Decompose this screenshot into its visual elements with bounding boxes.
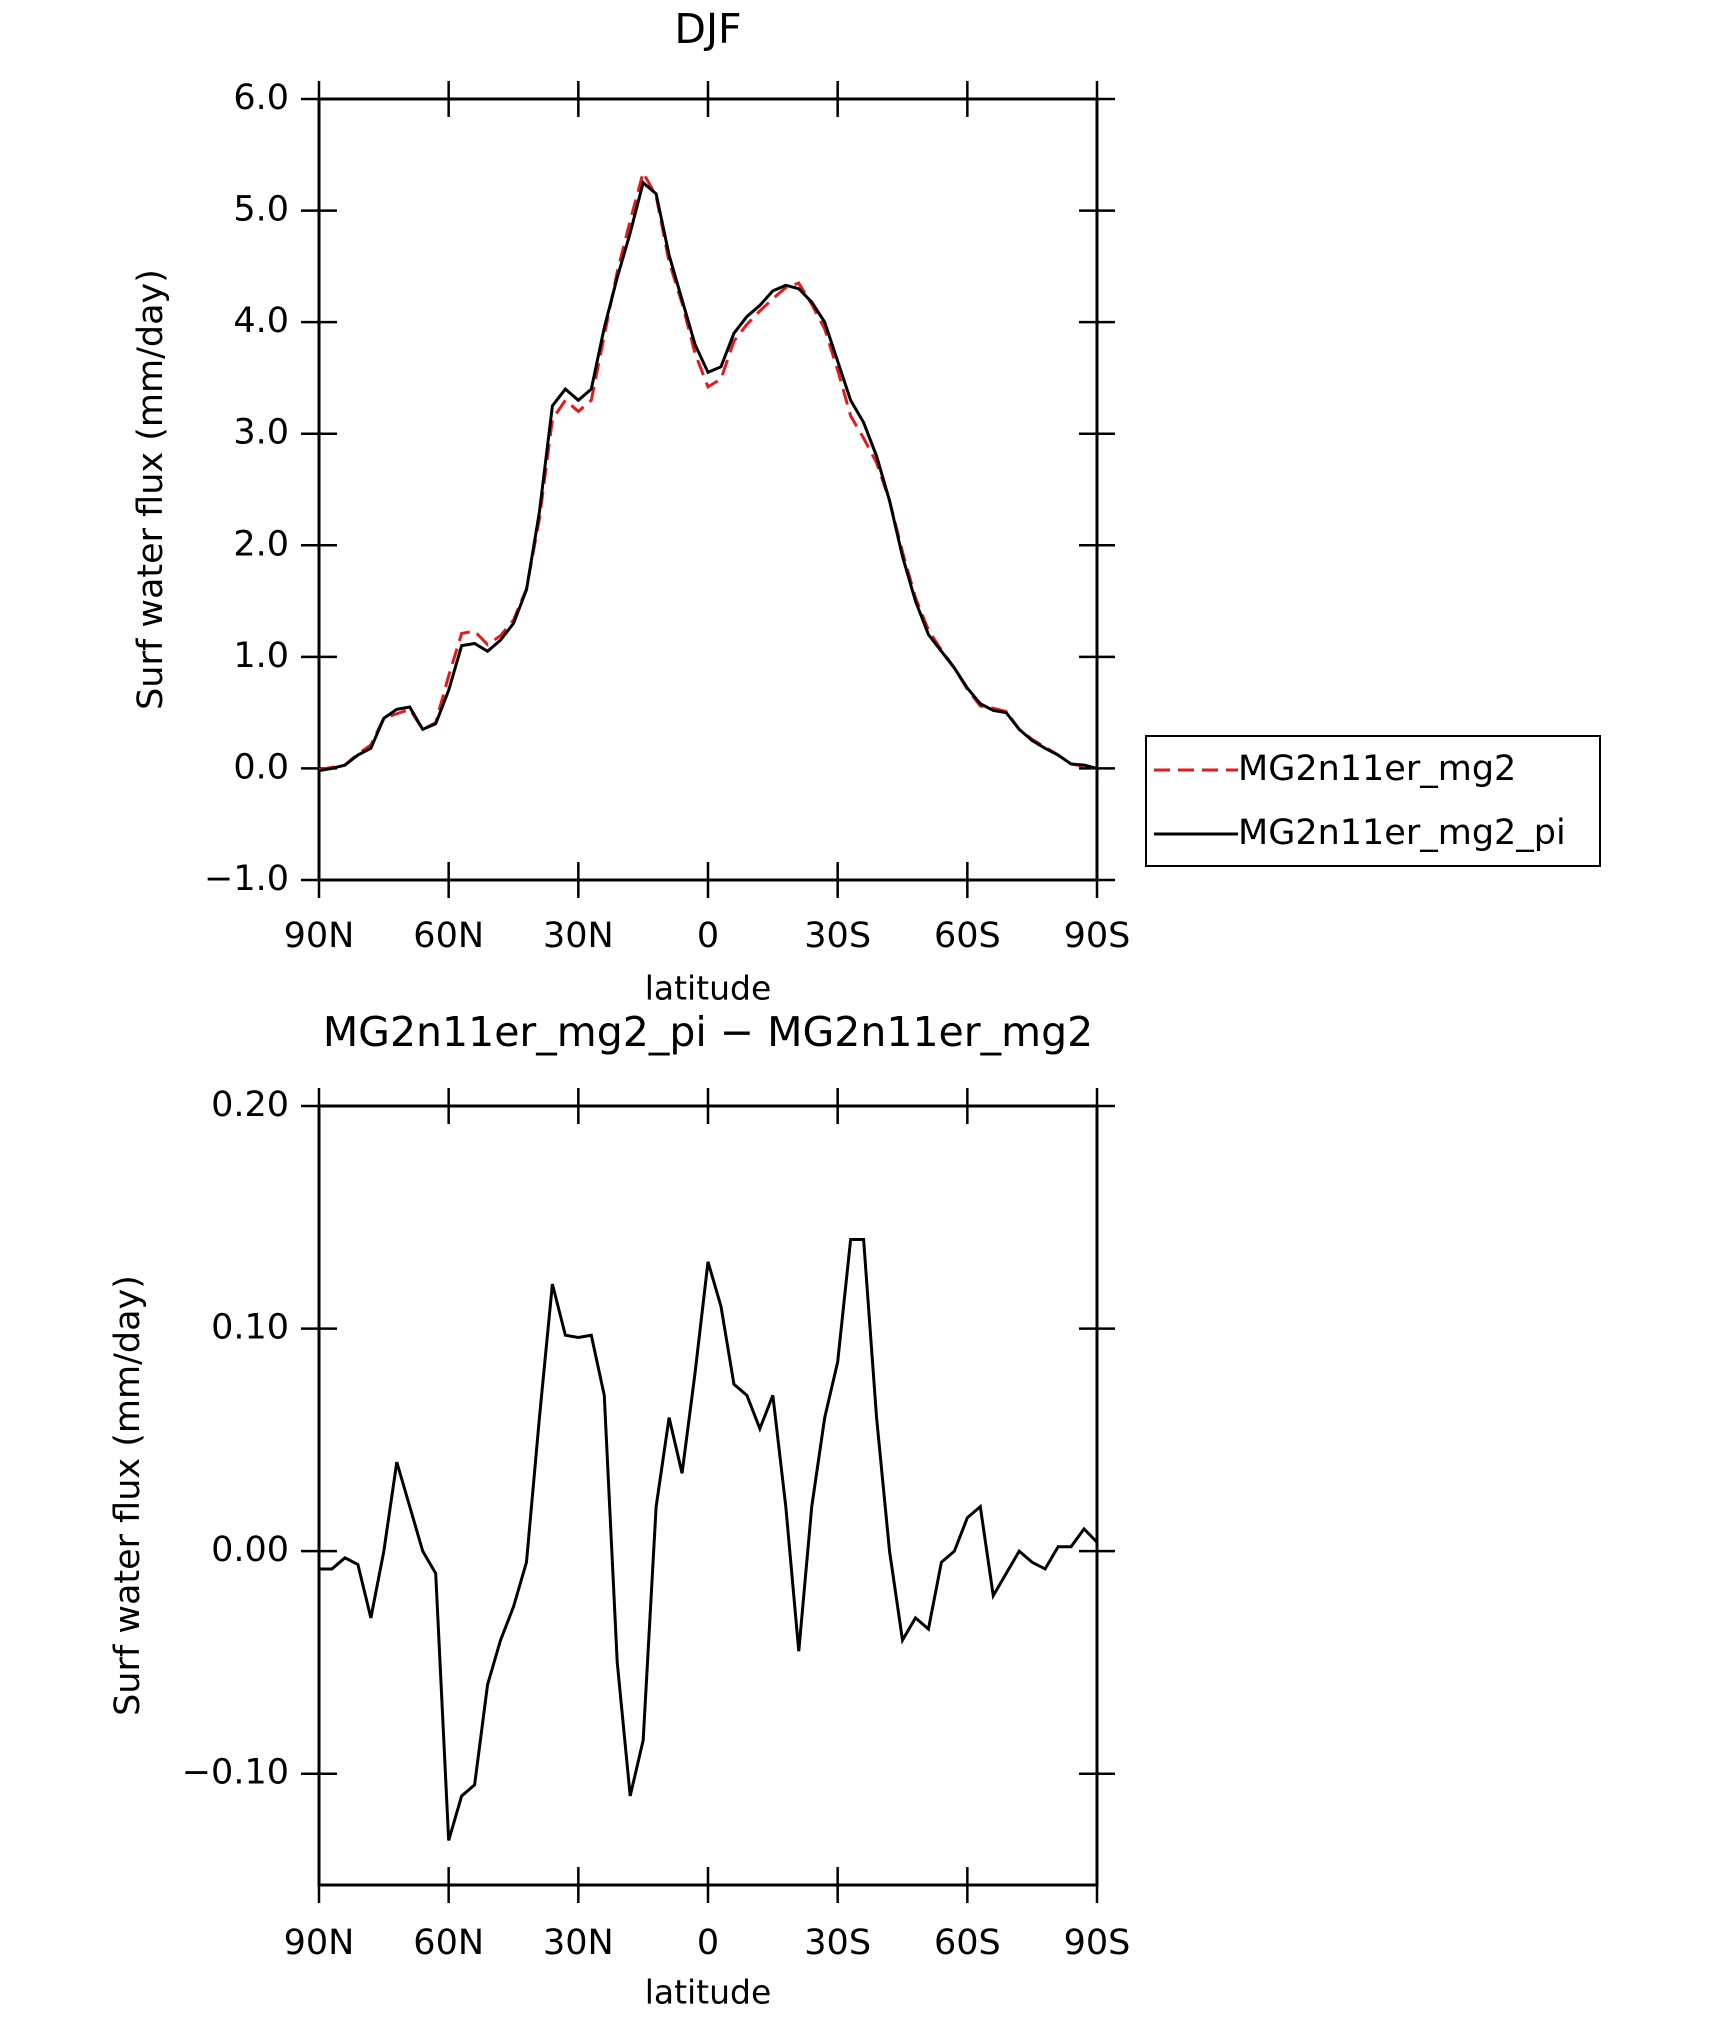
x-tick-label: 90N: [284, 916, 355, 956]
legend-box: [1145, 735, 1601, 867]
chart-title: MG2n11er_mg2_pi − MG2n11er_mg2: [323, 1008, 1093, 1056]
x-tick-label: 0: [697, 916, 719, 956]
x-tick-label: 30N: [543, 1923, 614, 1963]
x-tick-label: 0: [697, 1923, 719, 1963]
y-tick-label: 5.0: [233, 190, 289, 230]
x-axis-label: latitude: [645, 969, 772, 1008]
x-tick-label: 60N: [413, 916, 484, 956]
x-tick-label: 90S: [1064, 916, 1131, 956]
x-tick-label: 60S: [934, 916, 1001, 956]
y-tick-label: 0.10: [211, 1308, 289, 1348]
plot-frame: [317, 1104, 1099, 1887]
legend-label: MG2n11er_mg2_pi: [1238, 813, 1566, 853]
y-tick-label: −1.0: [204, 859, 289, 899]
legend-label: MG2n11er_mg2: [1238, 749, 1516, 789]
y-tick-label: 2.0: [233, 524, 289, 564]
x-tick-label: 60N: [413, 1923, 484, 1963]
y-tick-label: 0.0: [233, 747, 289, 787]
x-tick-label: 90S: [1064, 1923, 1131, 1963]
x-tick-label: 30S: [804, 916, 871, 956]
y-tick-label: 6.0: [233, 78, 289, 118]
x-tick-label: 90N: [284, 1923, 355, 1963]
y-tick-label: 4.0: [233, 301, 289, 341]
y-tick-label: 0.00: [211, 1530, 289, 1570]
chart-title: DJF: [674, 5, 741, 53]
y-tick-label: 3.0: [233, 413, 289, 453]
x-tick-label: 30S: [804, 1923, 871, 1963]
y-axis-label: Surf water flux (mm/day): [131, 269, 171, 710]
data-line: [318, 179, 1098, 773]
x-axis-label: latitude: [645, 1973, 772, 2012]
x-tick-label: 30N: [543, 916, 614, 956]
y-tick-label: 1.0: [233, 636, 289, 676]
y-axis-label: Surf water flux (mm/day): [108, 1275, 148, 1716]
x-tick-label: 60S: [934, 1923, 1001, 1963]
y-tick-label: −0.10: [182, 1753, 289, 1793]
y-tick-label: 0.20: [211, 1085, 289, 1125]
plot-frame: [317, 97, 1099, 882]
data-line: [319, 1238, 1099, 1841]
data-line: [318, 168, 1098, 772]
